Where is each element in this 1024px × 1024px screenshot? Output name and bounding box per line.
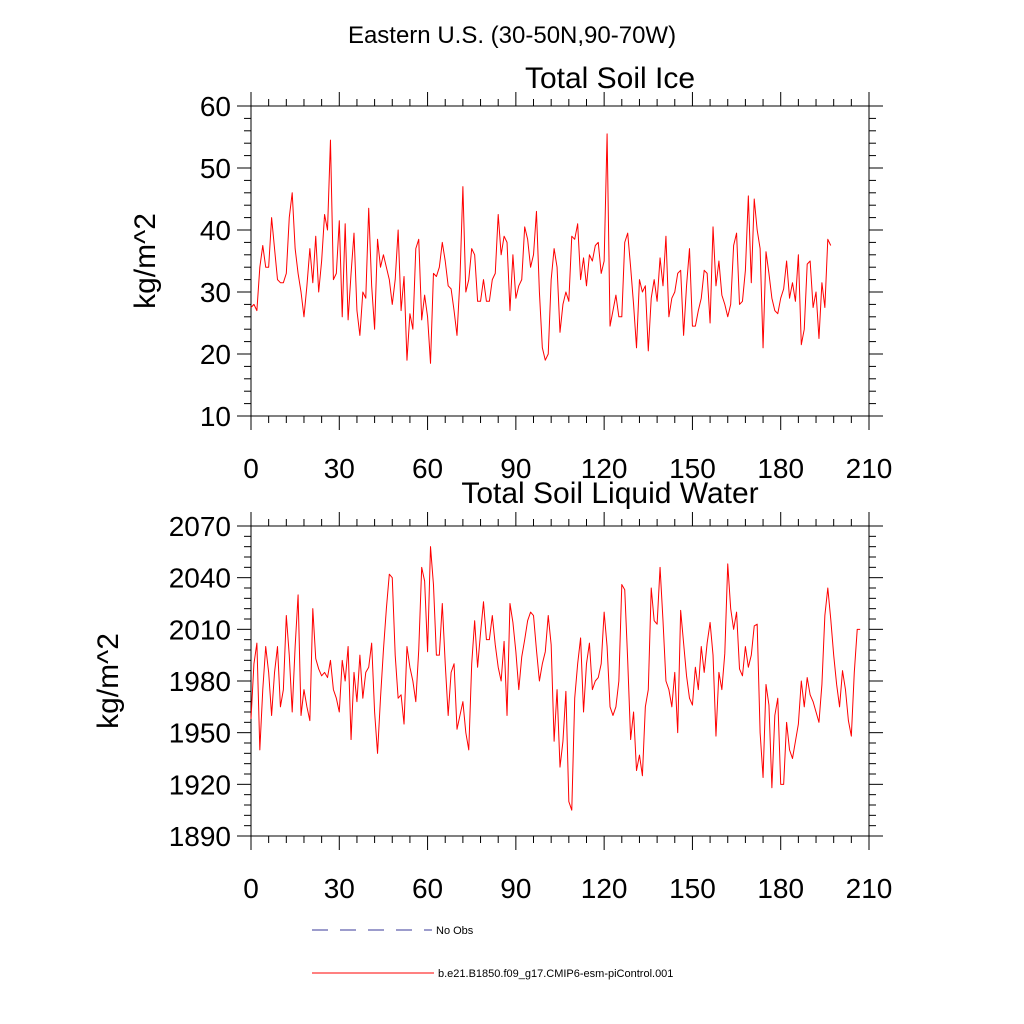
figure-suptitle: Eastern U.S. (30-50N,90-70W) (348, 22, 676, 49)
x-tick-label: 60 (412, 873, 443, 904)
plot-frame (250, 105, 870, 417)
y-tick-label: 2040 (169, 563, 231, 594)
series-line-model (250, 546, 861, 811)
y-tick-label: 20 (200, 339, 231, 370)
y-tick-label: 60 (200, 91, 231, 122)
y-tick-label: 1980 (169, 666, 231, 697)
y-tick-label: 2070 (169, 511, 231, 542)
x-tick-label: 150 (669, 873, 716, 904)
x-tick-label: 30 (324, 453, 355, 484)
y-tick-label: 40 (200, 215, 231, 246)
y-tick-label: 1920 (169, 769, 231, 800)
x-tick-label: 150 (669, 453, 716, 484)
x-tick-label: 120 (581, 873, 628, 904)
x-tick-label: 180 (757, 873, 804, 904)
x-tick-label: 30 (324, 873, 355, 904)
chart-title: Total Soil Liquid Water (461, 477, 758, 510)
y-tick-label: 50 (200, 153, 231, 184)
legend-obs-label: No Obs (436, 925, 474, 937)
plot-frame (250, 525, 870, 837)
legend: No Obs b.e21.B1850.f09_g17.CMIP6-esm-piC… (312, 925, 673, 980)
x-tick-label: 90 (500, 873, 531, 904)
y-axis-label: kg/m^2 (92, 633, 125, 729)
y-tick-label: 1950 (169, 718, 231, 749)
chart-title: Total Soil Ice (525, 62, 695, 95)
x-tick-label: 210 (846, 873, 893, 904)
y-tick-label: 30 (200, 277, 231, 308)
series-line-model (250, 133, 832, 364)
chart-panel-soil-liquid-water: Total Soil Liquid Water kg/m^2 0 30 60 90 120 1… (92, 477, 892, 904)
x-tick-label: 0 (243, 453, 259, 484)
x-tick-label: 90 (500, 453, 531, 484)
x-tick-label: 0 (243, 873, 259, 904)
y-tick-label: 1890 (169, 821, 231, 852)
y-axis-label: kg/m^2 (129, 213, 162, 309)
x-tick-label: 120 (581, 453, 628, 484)
y-tick-label: 2010 (169, 614, 231, 645)
chart-panel-soil-ice: Total Soil Ice kg/m^2 0 30 60 90 120 150 180 210 1… (129, 62, 892, 484)
x-tick-label: 60 (412, 453, 443, 484)
x-tick-label: 210 (846, 453, 893, 484)
legend-model-label: b.e21.B1850.f09_g17.CMIP6-esm-piControl.… (438, 968, 673, 980)
y-tick-label: 10 (200, 401, 231, 432)
x-tick-label: 180 (757, 453, 804, 484)
